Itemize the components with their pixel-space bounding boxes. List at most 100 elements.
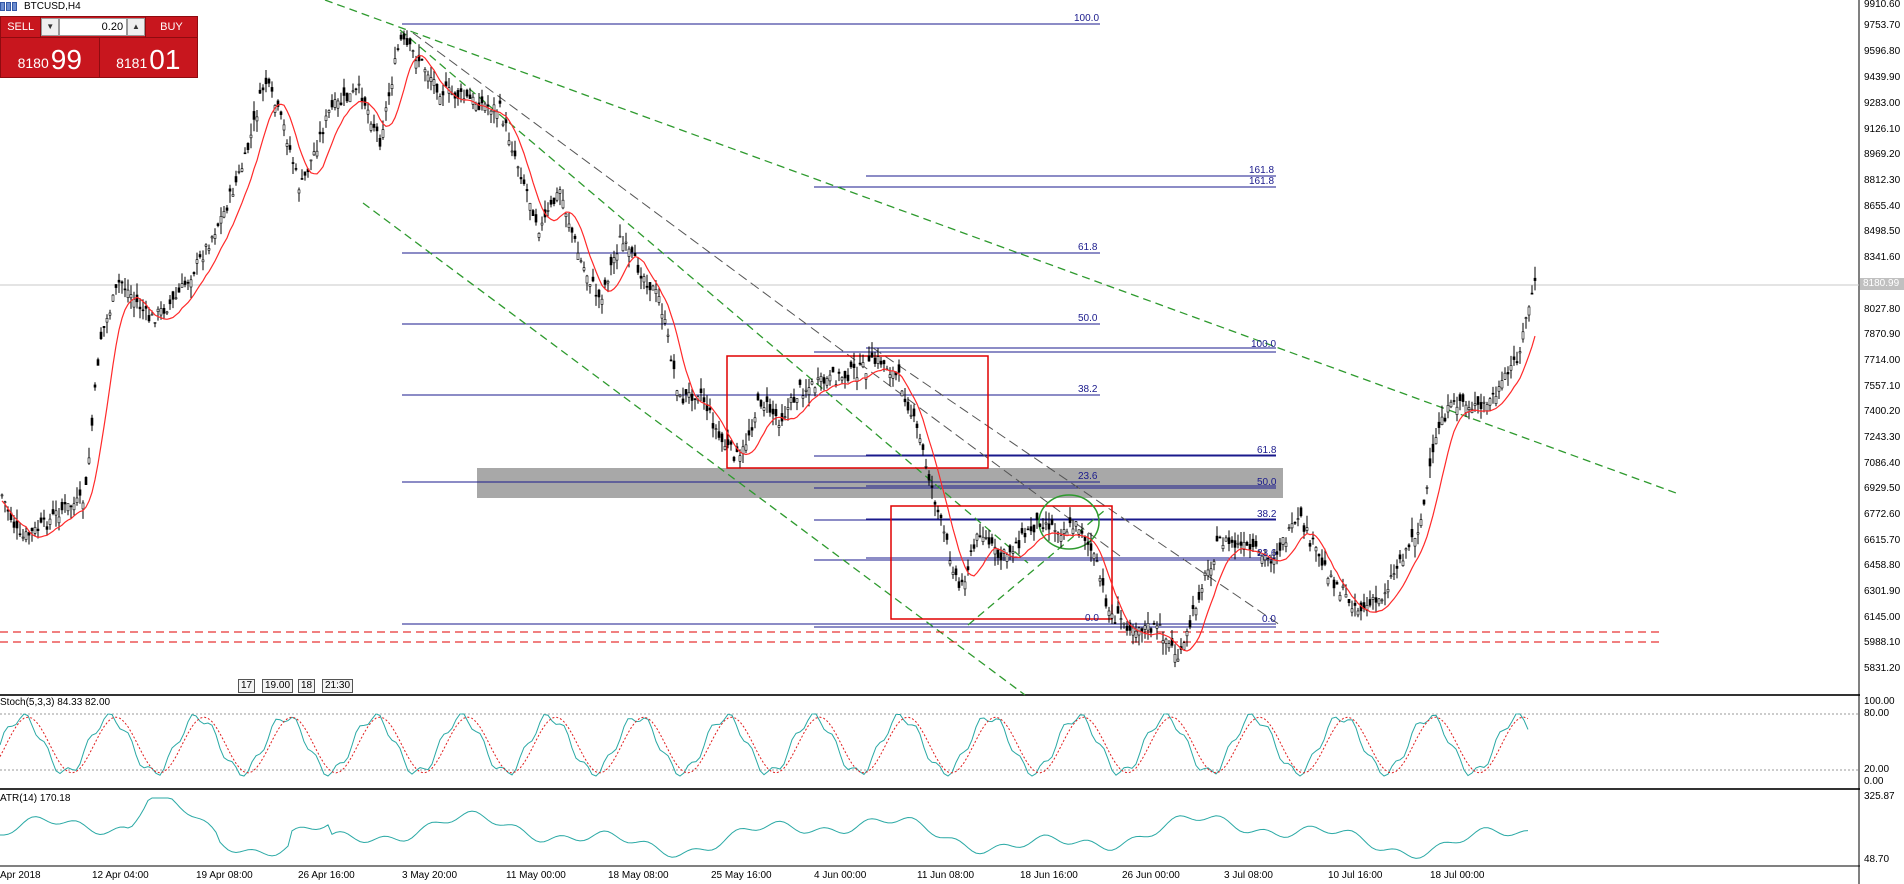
candle-body [1194, 608, 1198, 616]
candle-body [366, 109, 370, 115]
dashed-channel[interactable] [412, 32, 1281, 626]
candle-body [1104, 598, 1108, 607]
candle-body [573, 235, 577, 239]
candle-body [777, 425, 781, 428]
candle-body [1125, 625, 1129, 631]
period-separator-label[interactable]: 21:30 [322, 679, 354, 693]
candle-body [201, 259, 205, 263]
candle-body [99, 331, 103, 340]
candle-body [51, 509, 55, 514]
candle-body [84, 476, 88, 485]
candle-body [642, 276, 646, 283]
candle-body [1326, 578, 1330, 585]
price-axis-label: 6929.50 [1864, 483, 1901, 494]
fib-retracement-2[interactable] [814, 175, 1276, 628]
date-axis-label: 11 May 00:00 [506, 870, 566, 881]
candle-body [1443, 417, 1447, 422]
candle-body [1185, 630, 1189, 637]
candle-body [369, 123, 373, 131]
support-lines[interactable] [0, 631, 1662, 643]
candle-body [1146, 622, 1150, 631]
candle-body [1389, 575, 1393, 578]
candle-body [1437, 421, 1441, 428]
stoch-level-20: 20.00 [1864, 764, 1890, 775]
date-axis-label: Apr 2018 [0, 870, 41, 881]
candle-body [474, 103, 478, 111]
candle-body [1173, 653, 1177, 663]
fib-label: 161.8 [1249, 165, 1275, 176]
date-axis-label: 3 May 20:00 [402, 870, 458, 881]
candle-body [1428, 458, 1432, 467]
candle-body [54, 510, 58, 516]
candle-body [1188, 620, 1192, 628]
highlight-circle[interactable] [1038, 494, 1100, 550]
ask-price[interactable]: 8181 01 [98, 38, 198, 78]
candle-body [1236, 542, 1240, 545]
candle-body [660, 313, 664, 319]
candle-body [1149, 628, 1153, 633]
candle-body [1338, 594, 1342, 601]
price-axis-label: 6301.90 [1864, 586, 1901, 597]
candle-body [159, 308, 163, 316]
candle-body [993, 546, 997, 555]
price-candles [0, 30, 1537, 668]
volume-up-icon[interactable]: ▲ [127, 18, 145, 36]
candle-body [261, 87, 265, 91]
candle-body [873, 357, 877, 364]
candle-body [237, 171, 241, 173]
candle-body [18, 533, 22, 536]
candle-body [1269, 561, 1273, 564]
price-axis-label: 8341.60 [1864, 252, 1901, 263]
candle-body [663, 318, 667, 324]
candle-body [510, 150, 514, 153]
candle-body [195, 259, 199, 264]
candle-body [1098, 577, 1102, 582]
candle-body [1413, 537, 1417, 547]
consolidation-box-1[interactable] [726, 355, 989, 469]
candle-body [1281, 537, 1285, 545]
candle-body [1368, 599, 1372, 606]
candle-body [1425, 487, 1429, 489]
volume-input[interactable] [59, 18, 128, 36]
candle-body [72, 503, 76, 511]
candle-body [228, 188, 232, 192]
candle-body [477, 102, 481, 110]
period-separator-label[interactable]: 17 [238, 679, 256, 693]
candle-body [441, 91, 445, 96]
candle-body [1227, 537, 1231, 545]
candle-body [879, 360, 883, 365]
candle-body [978, 535, 982, 538]
bid-price[interactable]: 8180 99 [1, 38, 99, 78]
candle-body [1260, 555, 1264, 564]
consolidation-box-2[interactable] [890, 505, 1113, 620]
candle-body [1332, 579, 1336, 589]
one-click-trading-panel: SELL ▼ ▲ BUY 8180 99 8181 01 [0, 16, 198, 78]
candle-body [1176, 658, 1180, 662]
candle-body [27, 532, 31, 536]
candle-body [840, 377, 844, 381]
candle-body [651, 285, 655, 291]
candle-body [1461, 394, 1465, 402]
volume-down-icon[interactable]: ▼ [41, 18, 60, 36]
candle-body [1071, 528, 1075, 534]
candle-body [360, 97, 364, 102]
candle-body [555, 192, 559, 201]
candle-body [537, 233, 541, 238]
fib-retracement-1[interactable] [402, 23, 1100, 625]
candle-body [15, 520, 19, 529]
period-separator-label[interactable]: 18 [298, 679, 316, 693]
candle-body [1404, 548, 1408, 551]
candle-body [1110, 613, 1114, 619]
candle-body [588, 284, 592, 287]
candle-body [1410, 528, 1414, 538]
candle-body [24, 531, 28, 540]
candle-body [819, 375, 823, 382]
fib-label: 50.0 [1078, 313, 1098, 324]
candle-body [1203, 572, 1207, 576]
buy-button[interactable]: BUY [144, 17, 197, 37]
support-zone[interactable] [477, 468, 1283, 498]
fib-label: 0.0 [1262, 614, 1276, 625]
sell-button[interactable]: SELL [1, 17, 42, 37]
period-separator-label[interactable]: 19.00 [262, 679, 294, 693]
